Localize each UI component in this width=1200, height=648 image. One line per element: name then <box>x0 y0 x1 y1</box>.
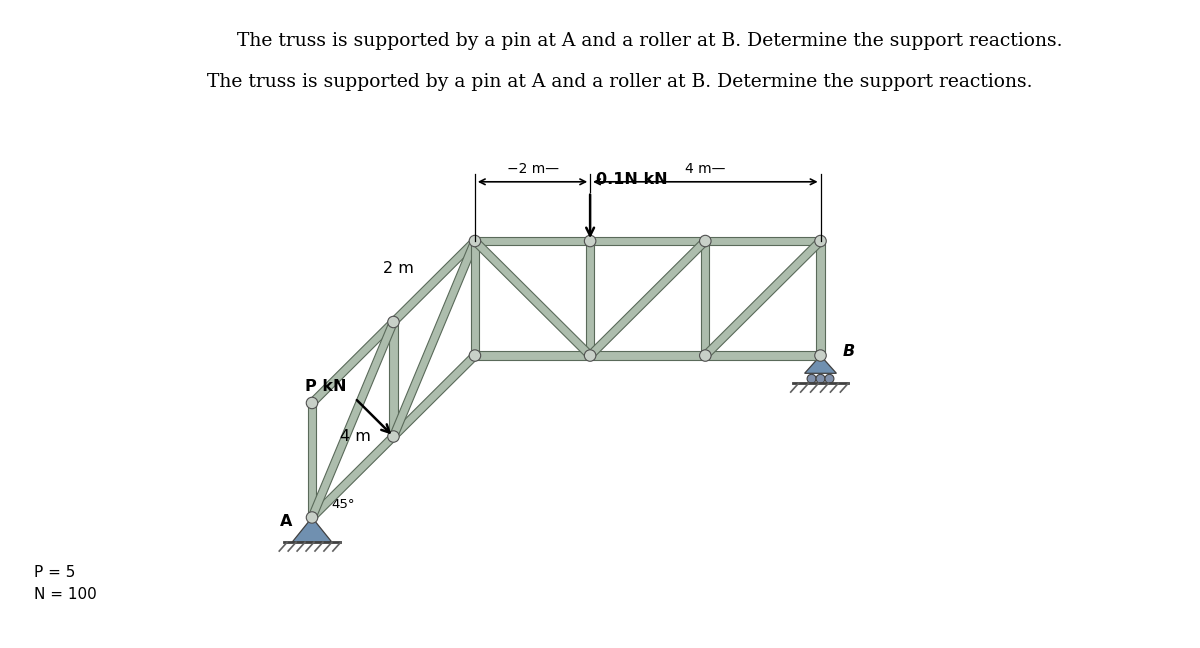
Polygon shape <box>706 237 821 245</box>
Polygon shape <box>586 241 594 356</box>
Circle shape <box>584 350 596 362</box>
Polygon shape <box>310 434 396 520</box>
Polygon shape <box>389 322 397 437</box>
Circle shape <box>469 350 481 362</box>
Text: The truss is supported by a pin at A and a roller at B. Determine the support re: The truss is supported by a pin at A and… <box>208 73 1033 91</box>
Circle shape <box>388 431 400 442</box>
Polygon shape <box>475 351 590 360</box>
Circle shape <box>815 350 827 362</box>
Polygon shape <box>805 356 836 373</box>
Text: A: A <box>280 514 292 529</box>
Text: −2 m—: −2 m— <box>506 162 558 176</box>
Circle shape <box>388 316 400 328</box>
Text: 4 m: 4 m <box>341 429 371 444</box>
Polygon shape <box>587 238 708 358</box>
Circle shape <box>306 397 318 409</box>
Polygon shape <box>590 351 706 360</box>
Polygon shape <box>292 518 332 542</box>
Polygon shape <box>390 240 479 438</box>
Circle shape <box>824 375 834 383</box>
Polygon shape <box>590 237 706 245</box>
Polygon shape <box>472 238 593 358</box>
Polygon shape <box>390 238 478 325</box>
Text: 0.1N kN: 0.1N kN <box>596 172 667 187</box>
Polygon shape <box>310 319 396 406</box>
Polygon shape <box>706 351 821 360</box>
Text: 4 m—: 4 m— <box>685 162 726 176</box>
Circle shape <box>700 350 712 362</box>
Polygon shape <box>390 353 478 439</box>
Circle shape <box>816 375 824 383</box>
Circle shape <box>700 235 712 247</box>
Polygon shape <box>308 321 397 519</box>
Text: 45°: 45° <box>331 498 354 511</box>
Polygon shape <box>702 238 823 358</box>
Text: B: B <box>842 344 854 359</box>
Text: 2 m: 2 m <box>384 260 414 275</box>
Polygon shape <box>470 241 479 356</box>
Circle shape <box>306 512 318 523</box>
Polygon shape <box>701 241 709 356</box>
Circle shape <box>815 235 827 247</box>
Circle shape <box>808 375 816 383</box>
Text: N = 100: N = 100 <box>34 587 97 602</box>
Polygon shape <box>308 403 316 518</box>
Text: The truss is supported by a pin at A and a roller at B. Determine the support re: The truss is supported by a pin at A and… <box>236 32 1062 50</box>
Text: P = 5: P = 5 <box>34 565 76 580</box>
Circle shape <box>584 235 596 247</box>
Circle shape <box>469 235 481 247</box>
Polygon shape <box>475 237 590 245</box>
Polygon shape <box>816 241 824 356</box>
Text: P kN: P kN <box>306 379 347 394</box>
